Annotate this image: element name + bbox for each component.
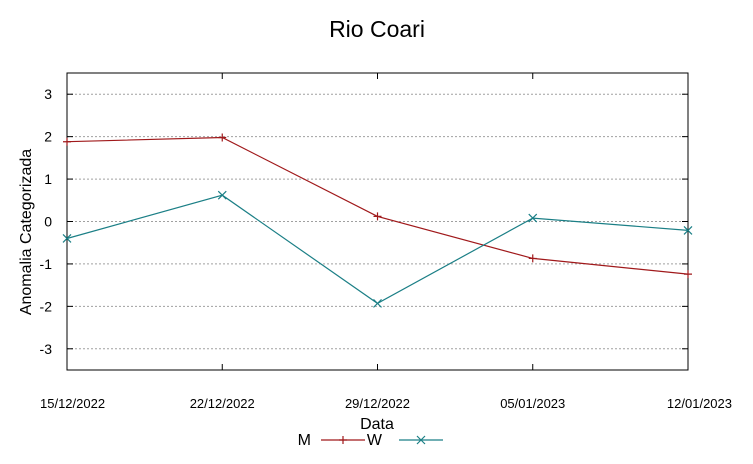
x-tick-label: 15/12/2022 [40, 396, 105, 411]
chart-title: Rio Coari [329, 16, 425, 42]
series-m-point [373, 212, 382, 221]
y-tick-label: -1 [40, 256, 53, 272]
y-tick-label: 3 [44, 86, 52, 102]
x-axis-label: Data [360, 416, 394, 433]
series-w-point [217, 190, 227, 200]
y-tick-label: 1 [44, 171, 52, 187]
series-m-point [218, 133, 227, 142]
plot-border [66, 72, 689, 371]
x-tick-label: 22/12/2022 [190, 396, 255, 411]
legend-w-label: W [367, 432, 383, 449]
legend-m-marker [339, 436, 347, 444]
series-w-point [683, 225, 693, 235]
x-tick-label: 12/01/2023 [667, 396, 732, 411]
series-w-point [62, 234, 72, 243]
grid [67, 93, 688, 350]
series-m-point [63, 137, 71, 146]
series-w-line [66, 194, 689, 305]
legend-m-label: M [298, 432, 311, 449]
x-tick-label: 29/12/2022 [345, 396, 410, 411]
y-axis-label: Anomalia Categorizada [18, 149, 35, 315]
axes: -3 -2 -1 0 1 2 3 15/12/2022 22/12/2022 29/12/2022… [40, 72, 732, 411]
series-w-point [528, 213, 538, 223]
series-w-point [373, 298, 382, 308]
series-m-point [528, 254, 537, 263]
legend-w-marker [416, 435, 426, 445]
series-m-line [66, 136, 689, 275]
series-layer [62, 133, 693, 308]
series-m-point [684, 270, 692, 279]
x-tick-label: 05/01/2023 [500, 396, 565, 411]
y-tick-label: -3 [40, 341, 53, 357]
y-tick-label: -2 [40, 298, 53, 314]
y-tick-label: 0 [44, 214, 52, 230]
y-tick-label: 2 [44, 129, 52, 145]
